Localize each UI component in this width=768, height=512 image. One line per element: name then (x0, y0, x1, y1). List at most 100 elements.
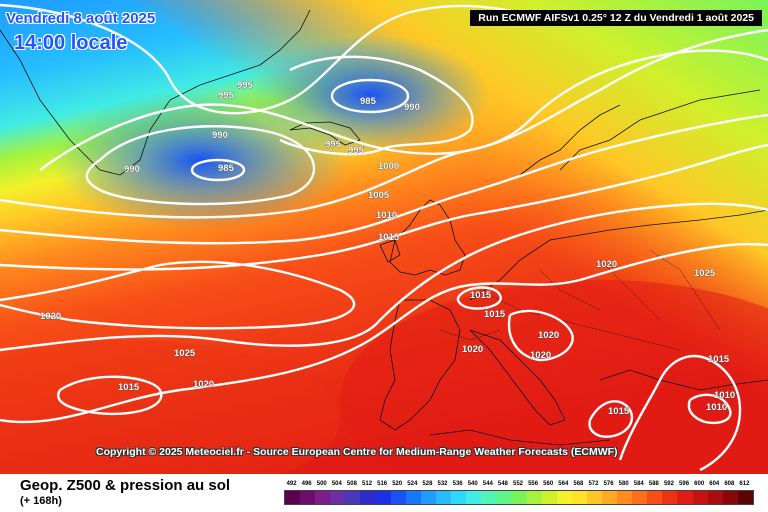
isobar-label: 1020 (462, 344, 483, 355)
legend-swatch (662, 491, 678, 504)
legend-label: 528 (422, 481, 433, 487)
legend-swatch (451, 491, 467, 504)
legend-label: 612 (739, 481, 750, 487)
isobar-label: 1020 (530, 350, 551, 361)
weather-map: 995 995 985 990 990 985 990 995 995 1000… (0, 0, 768, 474)
legend-label: 556 (528, 481, 539, 487)
isobar-label: 1020 (596, 259, 617, 270)
legend-label: 592 (663, 481, 674, 487)
isobar-label: 1010 (706, 402, 727, 413)
legend-swatch (390, 491, 406, 504)
isobar-labels: 995 995 985 990 990 985 990 995 995 1000… (40, 80, 736, 418)
legend-label: 548 (497, 481, 508, 487)
isobar-label: 1010 (376, 210, 397, 221)
legend-label: 540 (467, 481, 478, 487)
legend-label: 516 (377, 481, 388, 487)
legend-swatch (315, 491, 331, 504)
forecast-date: Vendredi 8 août 2025 (6, 10, 156, 27)
forecast-lead-time: (+ 168h) (20, 495, 62, 507)
isobar-label: 1015 (118, 382, 140, 393)
legend-swatch (420, 491, 436, 504)
borders (439, 249, 721, 351)
legend-label: 584 (633, 481, 644, 487)
isobar-label: 1000 (378, 161, 399, 172)
legend-label: 520 (392, 481, 403, 487)
legend-swatch (601, 491, 618, 504)
legend-swatch (692, 491, 708, 504)
coastlines (0, 9, 768, 446)
legend-swatch (526, 491, 542, 504)
legend-swatch (737, 491, 753, 504)
legend-swatch (556, 491, 572, 504)
legend-swatch (586, 491, 602, 504)
legend-swatch (571, 491, 587, 504)
isobar-label: 1025 (694, 268, 716, 279)
isobar-label: 995 (325, 139, 342, 150)
isobar-label: 995 (218, 90, 235, 101)
isobar-label: 1015 (608, 406, 630, 417)
legend-swatch (617, 491, 633, 504)
legend-label: 572 (588, 481, 599, 487)
isobar-label: 1020 (40, 311, 61, 322)
legend-label: 588 (648, 481, 659, 487)
legend-swatch (345, 491, 361, 504)
isobar-label: 1020 (538, 330, 559, 341)
model-run-info: Run ECMWF AIFSv1 0.25° 12 Z du Vendredi … (470, 10, 762, 26)
legend-label: 560 (543, 481, 554, 487)
legend-label: 604 (709, 481, 720, 487)
legend-label: 492 (286, 481, 297, 487)
isobar-label: 1015 (470, 290, 492, 301)
legend-label: 576 (603, 481, 614, 487)
isobar-label: 995 (348, 145, 365, 156)
isobar-label: 985 (218, 163, 235, 174)
legend-swatch (647, 491, 663, 504)
legend-swatch (707, 491, 723, 504)
legend-label: 524 (407, 481, 418, 487)
isobar-label: 990 (404, 102, 420, 113)
legend-label: 496 (301, 481, 312, 487)
legend-labels: 492 496 500 504 508 512 516 520 524 528 532 536 540 5… (284, 481, 752, 489)
warm-ridge-west (0, 340, 340, 474)
legend-swatch (632, 491, 648, 504)
isobar-label: 1015 (708, 354, 730, 365)
legend-swatch (481, 491, 497, 504)
legend-swatch (496, 491, 512, 504)
legend-swatch (300, 491, 316, 504)
isobar-label: 1015 (484, 309, 506, 320)
warm-ridge (340, 280, 768, 474)
legend-swatch (375, 491, 391, 504)
legend-swatch (405, 491, 421, 504)
forecast-time: 14:00 locale (14, 32, 128, 54)
legend-label: 512 (362, 481, 373, 487)
isobar-label: 985 (360, 96, 377, 107)
legend-label: 552 (512, 481, 524, 487)
legend-swatch (541, 491, 557, 504)
legend-color-scale (284, 490, 754, 505)
legend-label: 536 (452, 481, 463, 487)
legend-swatch (722, 491, 738, 504)
isobar-label: 1015 (378, 232, 400, 243)
isobar-label: 1020 (193, 379, 214, 390)
legend-label: 508 (346, 481, 357, 487)
footer: Geop. Z500 & pression au sol (+ 168h) 49… (0, 474, 768, 512)
legend-label: 600 (694, 481, 705, 487)
isobar-label: 995 (237, 80, 254, 91)
legend-label: 504 (331, 481, 342, 487)
legend-swatch (511, 491, 527, 504)
legend-label: 580 (618, 481, 629, 487)
legend-swatch (466, 491, 482, 504)
legend-label: 500 (316, 481, 327, 487)
isobar-label: 1010 (714, 390, 735, 401)
isobar-label: 1005 (368, 190, 390, 201)
legend-label: 544 (482, 481, 493, 487)
legend-swatch (677, 491, 693, 504)
isobar-label: 1025 (174, 348, 196, 359)
isobar-label: 990 (124, 164, 140, 175)
isobars (0, 3, 768, 472)
legend-label: 596 (679, 481, 690, 487)
legend-swatch (360, 491, 376, 504)
legend-swatch (435, 491, 452, 504)
legend-swatch (330, 491, 346, 504)
isobar-label: 990 (212, 130, 228, 141)
copyright-notice: Copyright © 2025 Meteociel.fr - Source E… (96, 446, 618, 458)
